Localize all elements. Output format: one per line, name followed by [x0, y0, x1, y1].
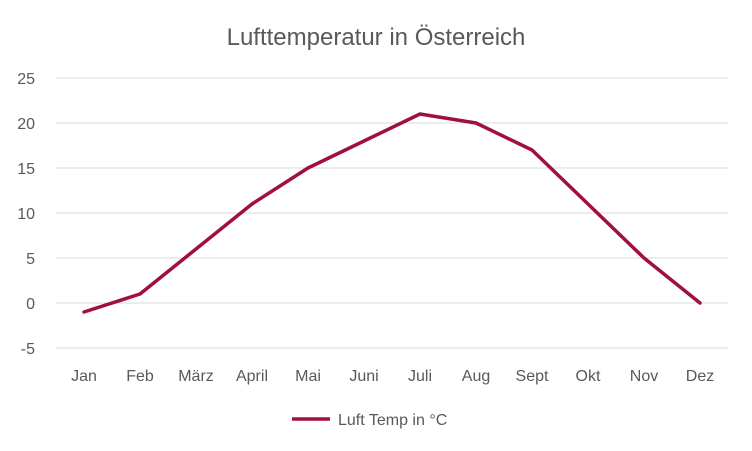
series-line	[82, 112, 702, 314]
y-tick-label: 20	[17, 116, 35, 133]
legend-label: Luft Temp in °C	[338, 412, 447, 429]
x-tick-label: Juni	[349, 368, 378, 385]
x-axis-ticks: Jan Feb März April Mai Juni Juli Aug Sept Okt Nov D…	[71, 368, 714, 385]
chart-title: Lufttemperatur in Österreich	[227, 24, 526, 51]
y-tick-label: 10	[17, 206, 35, 223]
y-tick-label: -5	[21, 341, 35, 358]
gridlines	[56, 77, 728, 349]
y-tick-label: 0	[26, 296, 35, 313]
x-tick-label: Feb	[126, 368, 154, 385]
x-tick-label: April	[236, 368, 268, 385]
x-tick-label: Dez	[686, 368, 714, 385]
x-tick-label: Nov	[630, 368, 658, 385]
series-layer	[82, 112, 702, 314]
legend: Luft Temp in °C	[292, 412, 447, 429]
x-tick-label: Okt	[576, 368, 601, 385]
x-tick-label: Aug	[462, 368, 490, 385]
y-tick-label: 15	[17, 161, 35, 178]
y-tick-label: 5	[26, 251, 35, 268]
x-tick-label: März	[178, 368, 214, 385]
x-tick-label: Sept	[516, 368, 549, 385]
x-tick-label: Juli	[408, 368, 432, 385]
x-tick-label: Jan	[71, 368, 97, 385]
x-tick-label: Mai	[295, 368, 321, 385]
y-axis-ticks: -5 0 5 10 15 20 25	[17, 71, 35, 358]
y-tick-label: 25	[17, 71, 35, 88]
